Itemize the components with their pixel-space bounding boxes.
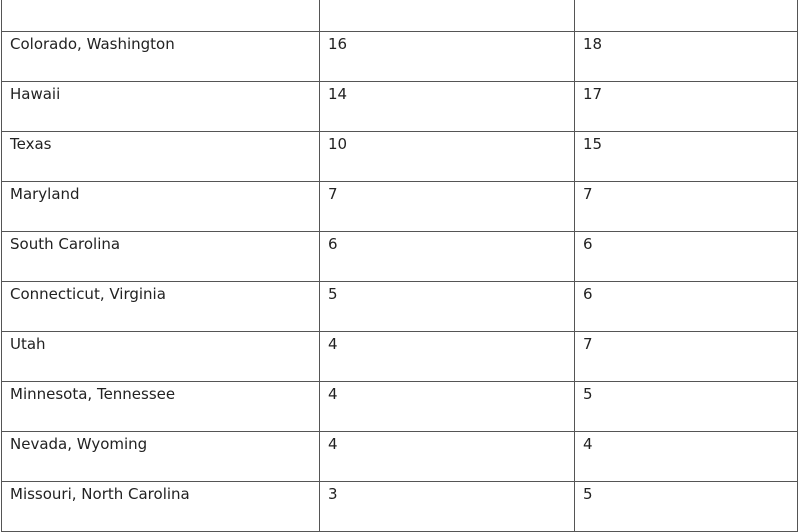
value-cell-1: 4 — [319, 331, 575, 382]
table-row: Utah 4 7 — [1, 331, 798, 382]
value-cell-1: 4 — [319, 381, 575, 432]
table-row: Connecticut, Virginia 5 6 — [1, 281, 798, 332]
value-cell-2: 7 — [574, 331, 798, 382]
value-cell-2: 17 — [574, 81, 798, 132]
value-cell-1: 5 — [319, 281, 575, 332]
table-row: Missouri, North Carolina 3 5 — [1, 481, 798, 532]
table-row: Texas 10 15 — [1, 131, 798, 182]
value-cell-2: 5 — [574, 481, 798, 532]
value-cell-2: 4 — [574, 431, 798, 482]
state-cell: Minnesota, Tennessee — [1, 381, 320, 432]
value-cell-2: 6 — [574, 231, 798, 282]
value-cell-2: 15 — [574, 131, 798, 182]
state-cell: Nevada, Wyoming — [1, 431, 320, 482]
state-cell: South Carolina — [1, 231, 320, 282]
value-cell-1: 16 — [319, 31, 575, 82]
value-cell-2: 18 — [574, 31, 798, 82]
state-cell: Maryland — [1, 181, 320, 232]
value-cell-1: 10 — [319, 131, 575, 182]
table-row: Minnesota, Tennessee 4 5 — [1, 381, 798, 432]
table-row: South Carolina 6 6 — [1, 231, 798, 282]
state-cell: Missouri, North Carolina — [1, 481, 320, 532]
value-cell-1: 6 — [319, 231, 575, 282]
value-cell-2: 5 — [574, 381, 798, 432]
table-row: Hawaii 14 17 — [1, 81, 798, 132]
value-cell-1: 3 — [319, 481, 575, 532]
value-cell-2: 7 — [574, 181, 798, 232]
state-cell: Connecticut, Virginia — [1, 281, 320, 332]
state-cell: Utah — [1, 331, 320, 382]
state-cell: Hawaii — [1, 81, 320, 132]
value-cell-2: 6 — [574, 281, 798, 332]
state-cell: Texas — [1, 131, 320, 182]
value-cell-1: 14 — [319, 81, 575, 132]
table-row: Maryland 7 7 — [1, 181, 798, 232]
state-cell: Colorado, Washington — [1, 31, 320, 82]
table-row-partial — [1, 0, 798, 32]
value-cell-1: 7 — [319, 181, 575, 232]
table-row: Nevada, Wyoming 4 4 — [1, 431, 798, 482]
value-cell-1: 4 — [319, 431, 575, 482]
table-row: Colorado, Washington 16 18 — [1, 31, 798, 82]
